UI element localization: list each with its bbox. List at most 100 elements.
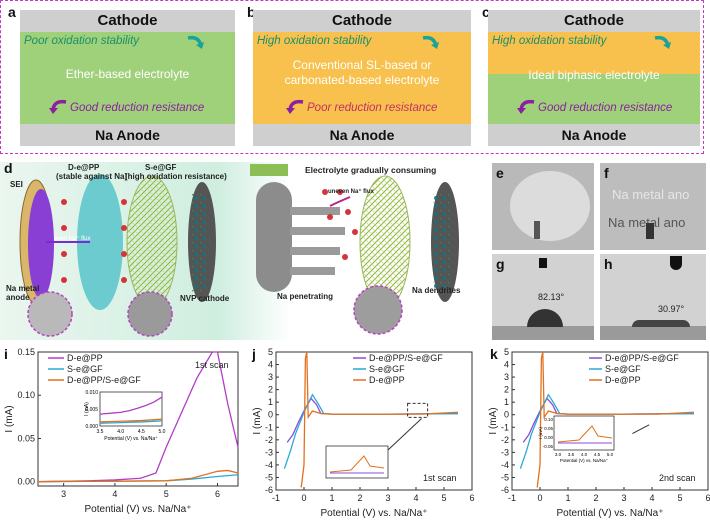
arrow-teal-icon [654, 35, 671, 49]
schematic-frame [0, 0, 704, 154]
x-tick-label: 3 [621, 493, 626, 503]
sgf-title: S-e@GF [145, 163, 177, 172]
cathode-label: Cathode [20, 10, 235, 32]
oxidation-text: Poor oxidation stability [24, 35, 140, 47]
cathode-label: Cathode [253, 10, 471, 32]
x-axis-label: Potential (V) vs. Na/Na⁺ [321, 508, 428, 519]
inset-x-tick-label: 4.5 [138, 429, 145, 435]
y-tick-label: 5 [268, 347, 273, 357]
y-tick-label: 0 [268, 410, 273, 420]
panel-label-i: i [4, 346, 8, 362]
cathode-label: Cathode [488, 10, 700, 32]
consuming-label: Electrolyte gradually consuming [305, 165, 437, 175]
inset-x-tick-label: 4.0 [581, 452, 588, 457]
inset-series-line [557, 425, 613, 443]
oxidation-text: High oxidation stability [257, 35, 372, 47]
inset-x-label: Potential (V) vs. Na/Na⁺ [104, 436, 158, 442]
uneven-flux-label: uneven Na⁺ flux [328, 189, 374, 195]
legend-label: D-e@PP/S-e@GF [67, 375, 141, 385]
inset-y-tick-label: -0.05 [543, 444, 554, 449]
y-tick-label: 0 [504, 410, 509, 420]
penetrating-label: Na penetrating [277, 292, 334, 301]
na-metal-label: Na metal [6, 284, 40, 293]
photo-f: Na metal ano Na metal ano f [600, 163, 706, 250]
bottom-electrolyte-layer [488, 74, 700, 124]
arrow-purple-icon [286, 99, 304, 114]
legend-label: D-e@PP/S-e@GF [369, 353, 443, 363]
x-tick-label: 4 [112, 489, 117, 499]
inset-x-tick-label: 5.0 [159, 429, 166, 435]
dpp-title: D-e@PP [68, 163, 100, 172]
inset-y-tick-label: 0.05 [544, 426, 553, 431]
inset-x-tick-label: 3.5 [97, 429, 104, 435]
electrolyte-name-line2: carbonated-based electrolyte [284, 73, 440, 87]
panel-label-f: f [604, 165, 609, 181]
dpp-subtitle: (stable against Na) [56, 172, 128, 181]
scan-annotation: 2nd scan [659, 473, 696, 483]
x-tick-label: -1 [508, 493, 516, 503]
x-tick-label: 1 [565, 493, 570, 503]
inset-y-label: I (mA) [84, 402, 90, 416]
chart-j: -1 0 1 2 3 4 5 6 -6 -5 -4 -3 -2 -1 0 1 2 3 4 5 Potential (V)… [252, 347, 475, 519]
inset-y-tick-label: 0.000 [85, 424, 98, 430]
plot-frame [511, 351, 709, 491]
oxidation-text: High oxidation stability [492, 35, 607, 47]
y-tick-label: 0.00 [17, 477, 35, 487]
y-axis-label: I (mA) [252, 407, 263, 434]
panel-label-k: k [490, 346, 498, 362]
inset-x-tick-label: 4.0 [117, 429, 124, 435]
y-tick-label: -5 [265, 472, 273, 482]
legend-label: D-e@PP [369, 375, 405, 385]
x-tick-label: 5 [164, 489, 169, 499]
scan-annotation: 1st scan [195, 360, 229, 370]
electrolyte-name: Ideal biphasic electrolyte [528, 68, 660, 82]
x-tick-label: 3 [61, 489, 66, 499]
photo-text-2: Na metal ano [608, 215, 686, 230]
x-tick-label: -1 [272, 493, 280, 503]
x-tick-label: 1 [329, 493, 334, 503]
arrow-teal-icon [422, 35, 439, 49]
y-tick-label: -2 [265, 435, 273, 445]
chart-i: 3 4 5 6 0.00 0.05 0.10 0.15 Potential (V) vs. Na… [4, 347, 239, 515]
x-tick-label: 6 [215, 489, 220, 499]
y-axis-label: I (mA) [488, 407, 499, 434]
y-tick-label: -3 [501, 447, 509, 457]
photo-e: e [492, 163, 594, 250]
x-tick-label: 2 [593, 493, 598, 503]
inset-y-tick-label: 0.010 [85, 390, 98, 396]
legend-label: S-e@GF [67, 364, 103, 374]
panel-label-d: d [4, 160, 13, 176]
electrolyte-name-line1: Conventional SL-based or [292, 58, 432, 72]
plot-frame [275, 351, 473, 491]
anode-label: anode [6, 293, 30, 302]
series-line [300, 351, 459, 488]
panel-label-j: j [252, 346, 256, 362]
zoom-arrow [632, 424, 650, 434]
x-tick-label: 2 [357, 493, 362, 503]
x-tick-label: 0 [301, 493, 306, 503]
panel-label-c: c [482, 4, 490, 20]
sgf-subtitle: (high oxidation resistance) [125, 172, 227, 181]
y-tick-label: 4 [268, 360, 273, 370]
inset-series-line [329, 455, 385, 473]
inset-y-tick-label: 0.10 [544, 417, 553, 422]
y-tick-label: -1 [501, 422, 509, 432]
series-line [286, 397, 459, 443]
y-tick-label: -3 [265, 447, 273, 457]
contact-angle-h: 30.97° [658, 304, 685, 314]
inset-x-tick-label: 5.0 [607, 452, 614, 457]
cell-a: Cathode Poor oxidation stability Ether-b… [20, 10, 235, 146]
legend-label: D-e@PP/S-e@GF [605, 353, 679, 363]
x-axis-label: Potential (V) vs. Na/Na⁺ [85, 504, 192, 515]
y-tick-label: 0.15 [17, 347, 35, 357]
y-tick-label: 1 [504, 397, 509, 407]
contact-angle-g: 82.13° [538, 292, 565, 302]
legend-label: D-e@PP [605, 375, 641, 385]
y-tick-label: 5 [504, 347, 509, 357]
photo-text-1: Na metal ano [612, 187, 690, 202]
photo-g: 82.13° g [492, 254, 594, 340]
photo-h: 30.97° h [600, 254, 706, 340]
panel-d: d SEI D-e@PP (stable against Na) S-e@GF … [0, 160, 485, 340]
inset-y-label: I (mA) [538, 426, 543, 439]
y-tick-label: 4 [504, 360, 509, 370]
